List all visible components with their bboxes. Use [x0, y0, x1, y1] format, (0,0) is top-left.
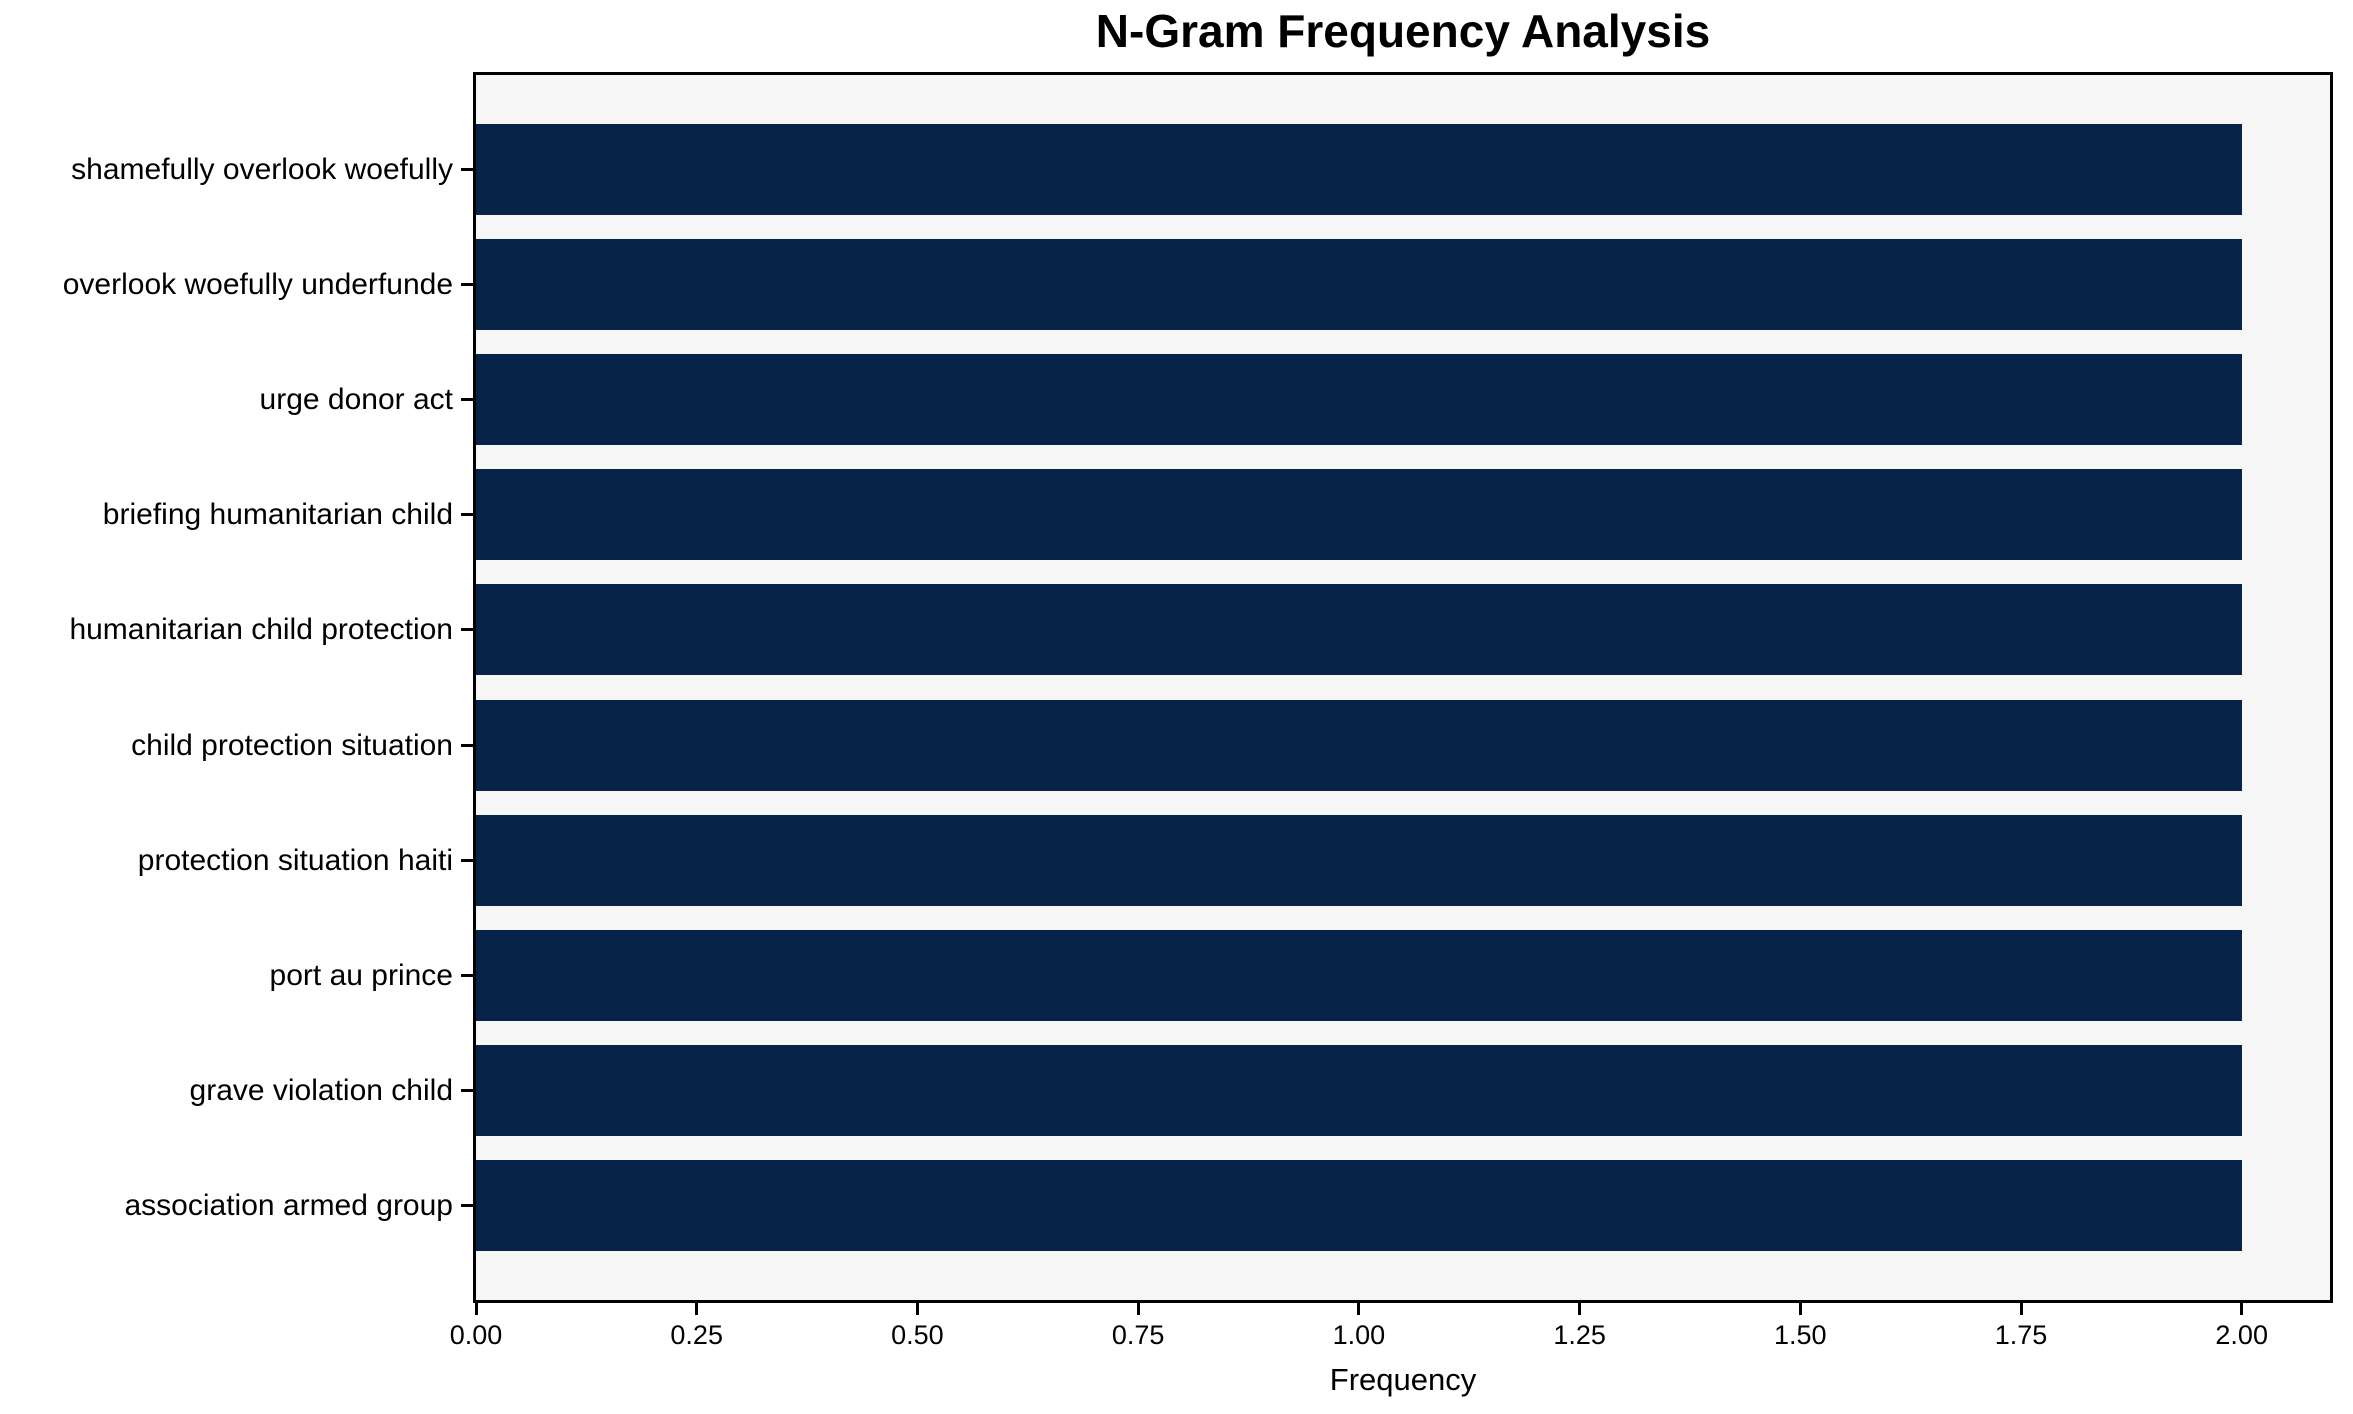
y-tick-mark	[461, 168, 473, 171]
y-tick-mark	[461, 973, 473, 977]
bar	[476, 469, 2242, 561]
x-tick-label: 1.75	[1994, 1320, 2048, 1350]
y-axis-label: child protection situation	[131, 728, 453, 762]
y-axis-label: port au prince	[269, 958, 453, 992]
bar-row: briefing humanitarian child	[0, 457, 2353, 572]
x-tick-label: 1.00	[1332, 1320, 1386, 1350]
y-axis-label: briefing humanitarian child	[102, 498, 453, 532]
x-tick-mark	[1357, 1303, 1361, 1315]
bar	[476, 1044, 2242, 1136]
x-tick-mark	[1798, 1303, 1802, 1315]
y-tick-mark	[461, 858, 473, 862]
x-axis-title: Frequency	[1329, 1362, 1477, 1397]
x-tick-label: 1.25	[1553, 1320, 1606, 1350]
y-tick-mark	[461, 283, 473, 287]
bar	[476, 124, 2242, 215]
y-tick-mark	[461, 513, 473, 517]
bar-row: grave violation child	[0, 1033, 2353, 1148]
y-tick-mark	[461, 1088, 473, 1092]
y-axis-label: humanitarian child protection	[69, 613, 453, 647]
bar	[476, 814, 2242, 906]
y-axis-label: shamefully overlook woefully	[71, 153, 453, 186]
bar	[476, 354, 2242, 446]
bar-row: child protection situation	[0, 688, 2353, 803]
bar-row: association armed group	[0, 1148, 2353, 1263]
bar	[476, 584, 2242, 676]
y-axis-label: association armed group	[124, 1188, 453, 1222]
x-tick-mark	[2240, 1303, 2244, 1315]
x-tick-mark	[2019, 1303, 2023, 1315]
y-tick-mark	[461, 743, 473, 747]
y-axis-label: grave violation child	[189, 1073, 453, 1107]
y-tick-mark	[461, 628, 473, 632]
y-tick-mark	[461, 1203, 473, 1207]
x-tick-mark	[695, 1303, 699, 1315]
bar-row: urge donor act	[0, 342, 2353, 457]
x-tick-mark	[915, 1303, 919, 1315]
bar-row: humanitarian child protection	[0, 572, 2353, 687]
y-axis-label: overlook woefully underfunde	[62, 268, 453, 302]
x-tick-label: 2.00	[2215, 1320, 2268, 1350]
y-tick-mark	[461, 398, 473, 402]
bar	[476, 699, 2242, 791]
x-tick-label: 0.50	[891, 1320, 944, 1350]
bar-rows-container: shamefully overlook woefully overlook wo…	[0, 72, 2353, 1303]
bar-row: protection situation haiti	[0, 803, 2353, 918]
x-tick-label: 0.00	[449, 1320, 503, 1350]
bar-row: shamefully overlook woefully	[0, 112, 2353, 227]
x-tick-mark	[1136, 1303, 1140, 1315]
y-axis-label: urge donor act	[259, 383, 453, 417]
chart-title: N-Gram Frequency Analysis	[1095, 5, 1711, 57]
bar	[476, 1159, 2242, 1251]
bar	[476, 929, 2242, 1021]
y-axis-label: protection situation haiti	[137, 843, 453, 877]
bar-row: port au prince	[0, 918, 2353, 1033]
x-tick-mark	[474, 1303, 478, 1315]
bar-row: overlook woefully underfunde	[0, 227, 2353, 342]
bar	[476, 239, 2242, 331]
x-tick-label: 1.50	[1774, 1320, 1827, 1350]
x-tick-label: 0.75	[1111, 1320, 1165, 1350]
x-tick-mark	[1578, 1303, 1582, 1315]
x-tick-label: 0.25	[670, 1320, 723, 1350]
